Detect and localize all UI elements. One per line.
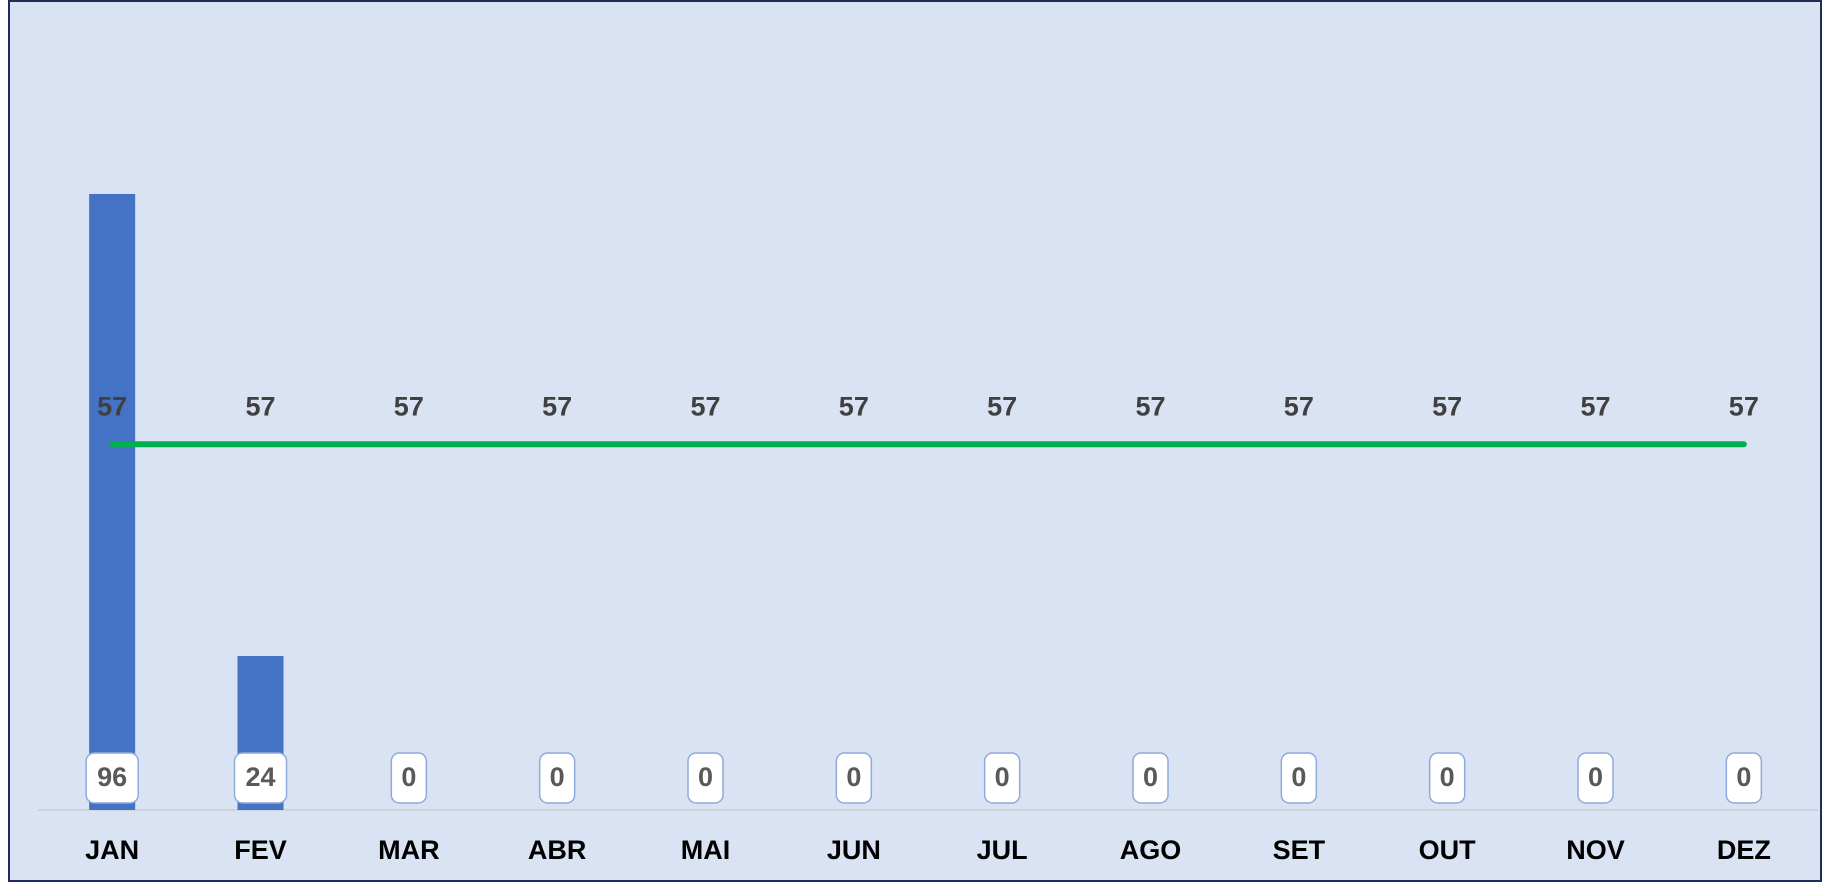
data-label-box — [85, 752, 139, 804]
data-label: 0 — [698, 762, 713, 792]
data-label: 0 — [1440, 762, 1455, 792]
data-label: 0 — [995, 762, 1010, 792]
x-tick-label: DEZ — [1717, 835, 1771, 865]
data-label: 57 — [1729, 391, 1759, 421]
data-label: 57 — [1580, 391, 1610, 421]
data-label-box — [233, 752, 288, 804]
data-label: 24 — [245, 762, 275, 792]
x-tick-label: SET — [1273, 835, 1326, 865]
data-label-box — [687, 752, 724, 804]
x-tick-label: NOV — [1566, 835, 1625, 865]
data-label-box — [390, 752, 428, 804]
data-label: 57 — [1135, 391, 1165, 421]
data-label: 0 — [1291, 762, 1306, 792]
x-tick-label: JUL — [977, 835, 1028, 865]
chart-area — [8, 0, 1822, 882]
data-label: 57 — [839, 391, 869, 421]
data-label: 96 — [97, 762, 127, 792]
data-label: 57 — [987, 391, 1017, 421]
data-label-box — [1725, 752, 1763, 804]
data-label-box — [983, 752, 1021, 804]
data-label: 0 — [1588, 762, 1603, 792]
data-label-box — [835, 752, 873, 804]
data-label: 57 — [1284, 391, 1314, 421]
x-tick-label: ABR — [528, 835, 587, 865]
x-tick-label: FEV — [234, 835, 287, 865]
x-tick-label: MAI — [681, 835, 731, 865]
data-label: 57 — [542, 391, 572, 421]
data-label: 0 — [1736, 762, 1751, 792]
data-label: 57 — [690, 391, 720, 421]
x-tick-label: MAR — [378, 835, 440, 865]
x-tick-label: JUN — [827, 835, 881, 865]
x-tick-label: JAN — [85, 835, 139, 865]
data-label: 57 — [245, 391, 275, 421]
data-label: 57 — [1432, 391, 1462, 421]
data-label: 0 — [550, 762, 565, 792]
data-label: 57 — [97, 391, 127, 421]
data-label: 0 — [846, 762, 861, 792]
data-label-box — [1280, 752, 1318, 804]
x-tick-label: OUT — [1419, 835, 1477, 865]
data-label-box — [538, 752, 576, 804]
data-label: 0 — [1143, 762, 1158, 792]
x-tick-label: AGO — [1120, 835, 1182, 865]
data-label-box — [1577, 752, 1614, 804]
data-label-box — [1132, 752, 1169, 804]
bar — [89, 194, 136, 810]
data-label: 0 — [401, 762, 416, 792]
data-label: 57 — [394, 391, 424, 421]
data-label-box — [1428, 752, 1466, 804]
